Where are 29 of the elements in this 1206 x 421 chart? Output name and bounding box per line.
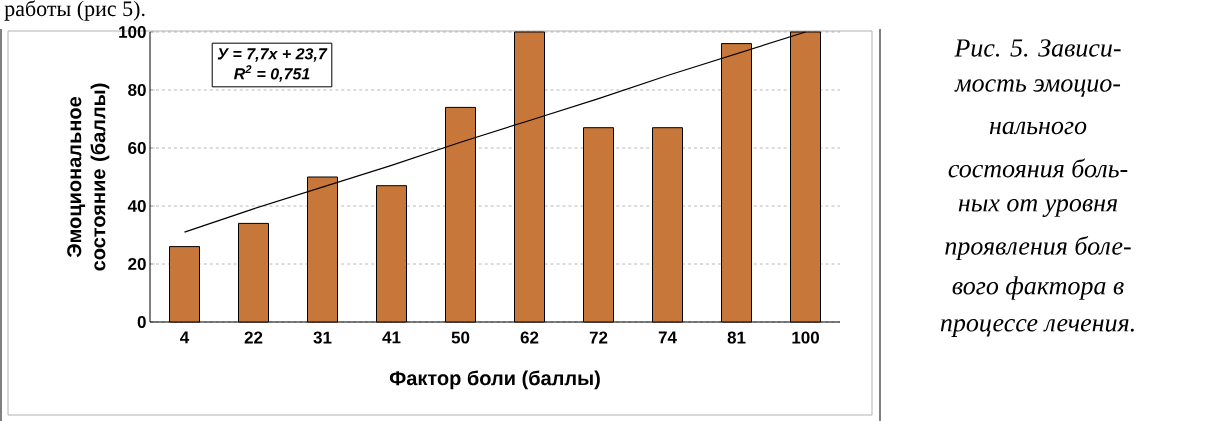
x-tick-label: 41 [382, 331, 401, 344]
x-tick-label: 31 [313, 331, 332, 344]
x-tick-label: 62 [520, 331, 539, 344]
text: состояния боль- [948, 158, 1128, 178]
x-axis-title: Фактор боли (баллы) [389, 370, 600, 390]
y-tick-label: 100 [119, 25, 146, 39]
x-tick-label: 72 [589, 331, 608, 344]
y-tick-label: 60 [128, 141, 146, 155]
x-tick-label: 81 [727, 331, 746, 344]
text: проявления боле- [945, 235, 1131, 261]
text: вого фактора в [952, 276, 1124, 300]
x-tick-label: 22 [244, 331, 263, 344]
text: Рис. 5. Зависи- [954, 39, 1121, 57]
annotation: У = 7,7x + 23,7 [217, 48, 328, 62]
text: мость эмоцио- [954, 79, 1121, 97]
y-tick-label: 20 [128, 257, 146, 271]
annotation: R$^{2}$ = 0,751 [234, 65, 310, 82]
y-tick-label: 0 [137, 315, 146, 329]
y-axis-title: Эмоциональное состояние (баллы) [67, 83, 110, 271]
text: работы (рис 5). [4, 0, 145, 21]
x-tick-label: 4 [180, 331, 190, 344]
y-tick-label: 80 [128, 83, 146, 97]
y-tick-label: 40 [127, 199, 146, 213]
x-tick-label: 100 [792, 331, 819, 344]
text: нального [989, 121, 1087, 135]
text: процессе лечения. [940, 319, 1134, 337]
x-tick-label: 50 [451, 331, 470, 344]
x-tick-label: 74 [658, 331, 677, 344]
text: ных от уровня [958, 199, 1117, 217]
